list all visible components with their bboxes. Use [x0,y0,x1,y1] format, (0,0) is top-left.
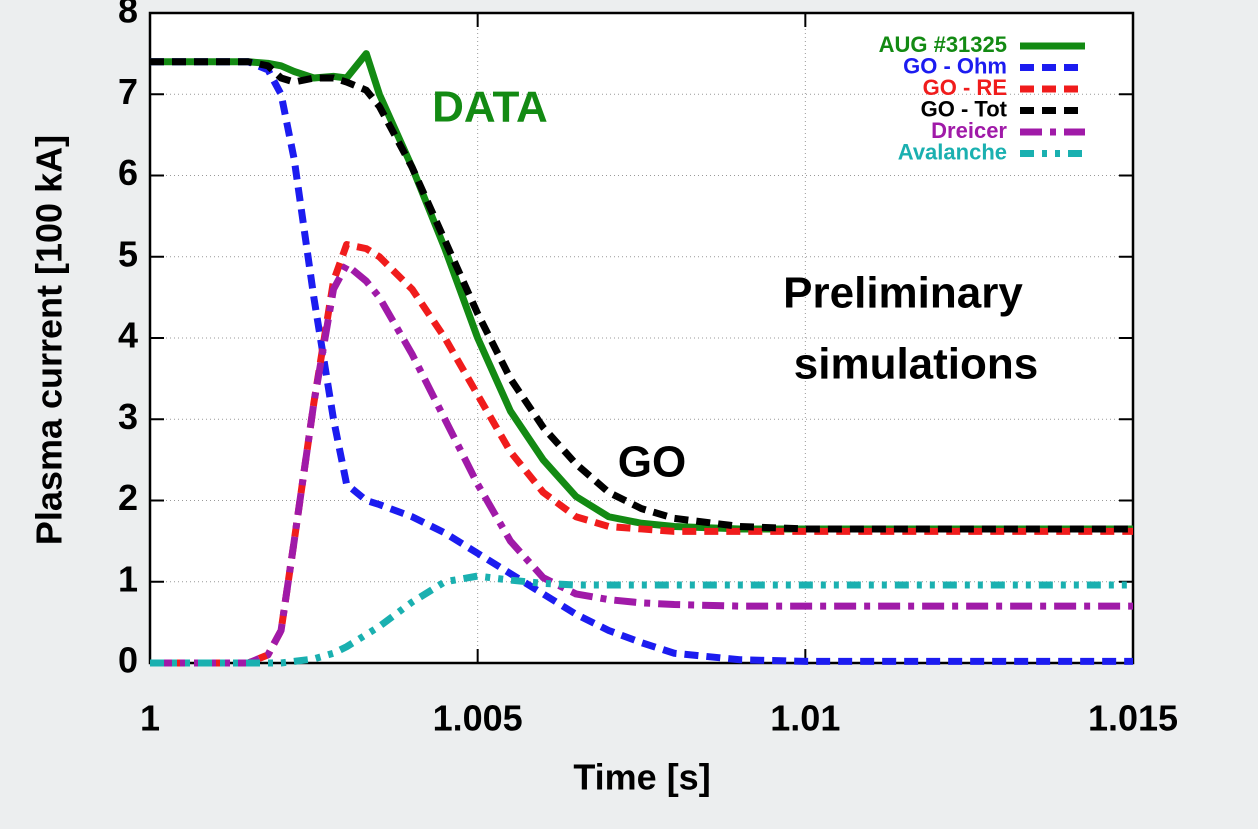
legend-label: Avalanche [898,139,1007,164]
legend-label: GO - RE [923,75,1007,100]
annotation: simulations [794,340,1039,389]
series-line [150,572,1133,667]
annotation: Preliminary [783,269,1023,318]
x-tick-label: 1 [140,698,160,739]
annotation: DATA [432,83,548,132]
series-line [150,58,1133,533]
y-tick-label: 6 [118,152,138,193]
x-tick-label: 1.01 [770,698,840,739]
series-line [150,261,1133,667]
legend-label: GO - Tot [921,96,1008,121]
y-tick-label: 0 [118,640,138,681]
y-tick-label: 5 [118,233,138,274]
y-axis-title: Plasma current [100 kA] [29,135,70,545]
y-tick-label: 3 [118,396,138,437]
x-tick-label: 1.015 [1088,698,1178,739]
plot-frame [148,11,1135,665]
y-tick-label: 7 [118,71,138,112]
x-axis-title: Time [s] [573,757,710,798]
x-tick-label: 1.005 [433,698,523,739]
series-line [150,58,1133,665]
legend-label: GO - Ohm [903,53,1007,78]
annotation: GO [618,438,686,487]
legend-label: AUG #31325 [879,32,1007,57]
y-tick-label: 8 [118,0,138,31]
legend-label: Dreicer [931,118,1007,143]
y-tick-label: 1 [118,558,138,599]
y-tick-label: 2 [118,477,138,518]
plot-area [150,13,1133,663]
y-tick-label: 4 [118,315,138,356]
